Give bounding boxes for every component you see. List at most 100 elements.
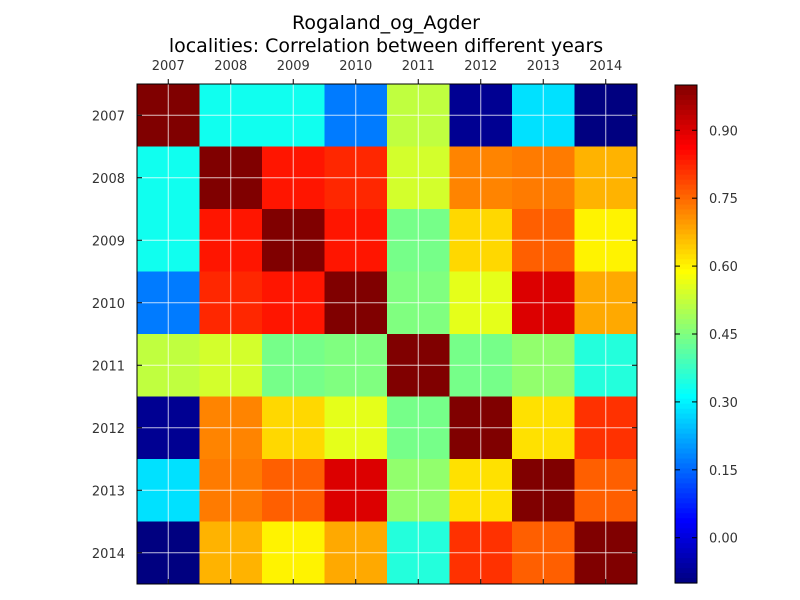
y-tick-label: 2011	[92, 359, 125, 374]
y-tick-label: 2007	[92, 109, 125, 124]
colorbar-segment	[675, 134, 697, 141]
colorbar-segment	[675, 334, 697, 340]
colorbar-segment	[675, 309, 697, 315]
colorbar-segment	[675, 563, 697, 569]
colorbar-segment	[675, 538, 697, 544]
colorbar-segment	[675, 498, 697, 504]
colorbar-tick-label: 0.15	[709, 464, 738, 479]
colorbar-segment	[675, 219, 697, 226]
x-tick-label: 2010	[339, 59, 372, 74]
colorbar-segment	[675, 378, 697, 385]
colorbar-segment	[675, 184, 697, 191]
colorbar-segment	[675, 159, 697, 166]
x-tick-label: 2008	[214, 59, 247, 74]
colorbar-segment	[675, 324, 697, 330]
colorbar-segment	[675, 204, 697, 211]
colorbar-segment	[675, 249, 697, 255]
colorbar-segment	[675, 189, 697, 196]
colorbar-segment	[675, 443, 697, 450]
colorbar-segment	[675, 388, 697, 395]
colorbar-segment	[675, 348, 697, 355]
chart-subtitle: localities: Correlation between differen…	[168, 35, 604, 57]
colorbar-segment	[675, 89, 697, 96]
colorbar-segment	[675, 329, 697, 335]
colorbar-segment	[675, 453, 697, 460]
colorbar-segment	[675, 548, 697, 554]
colorbar-segment	[675, 179, 697, 186]
colorbar-segment	[675, 438, 697, 445]
colorbar-segment	[675, 254, 697, 260]
colorbar-segment	[675, 338, 697, 345]
colorbar-segment	[675, 264, 697, 270]
y-tick-label: 2012	[92, 422, 125, 437]
colorbar-segment	[675, 124, 697, 131]
colorbar-segment	[675, 114, 697, 121]
colorbar-segment	[675, 503, 697, 509]
colorbar-segment	[675, 373, 697, 380]
colorbar-segment	[675, 408, 697, 415]
colorbar-segment	[675, 578, 697, 584]
chart-title: Rogaland_og_Agder	[291, 12, 480, 34]
colorbar-segment	[675, 418, 697, 425]
colorbar-segment	[675, 279, 697, 285]
colorbar-segment	[675, 99, 697, 106]
x-tick-label: 2012	[464, 59, 497, 74]
x-tick-label: 2014	[589, 59, 622, 74]
colorbar-segment	[675, 229, 697, 235]
colorbar-segment	[675, 343, 697, 350]
colorbar-segment	[675, 239, 697, 245]
colorbar-segment	[675, 403, 697, 410]
colorbar-segment	[675, 224, 697, 231]
colorbar-segment	[675, 119, 697, 126]
colorbar-segment	[675, 154, 697, 161]
colorbar-segment	[675, 294, 697, 300]
colorbar-segment	[675, 289, 697, 295]
colorbar-segment	[675, 299, 697, 305]
colorbar-segment	[675, 109, 697, 116]
colorbar-segment	[675, 573, 697, 579]
colorbar-tick-label: 0.45	[709, 328, 738, 343]
colorbar-segment	[675, 513, 697, 519]
colorbar-segment	[675, 458, 697, 465]
colorbar-segment	[675, 164, 697, 171]
colorbar-segment	[675, 478, 697, 484]
colorbar-tick-label: 0.30	[709, 396, 738, 411]
colorbar-tick-label: 0.00	[709, 532, 738, 547]
colorbar-segment	[675, 523, 697, 529]
colorbar-tick-label: 0.60	[709, 260, 738, 275]
colorbar-segment	[675, 398, 697, 405]
colorbar-segment	[675, 553, 697, 559]
colorbar-segment	[675, 473, 697, 480]
colorbar-segment	[675, 463, 697, 470]
x-tick-label: 2011	[402, 59, 435, 74]
colorbar-segment	[675, 214, 697, 221]
colorbar-segment	[675, 428, 697, 435]
colorbar-tick-label: 0.90	[709, 124, 738, 139]
colorbar-segment	[675, 194, 697, 201]
colorbar-segment	[675, 234, 697, 240]
colorbar-segment	[675, 528, 697, 534]
colorbar-segment	[675, 508, 697, 514]
y-tick-label: 2009	[92, 234, 125, 249]
colorbar-segment	[675, 199, 697, 206]
x-tick-label: 2007	[152, 59, 185, 74]
y-tick-label: 2014	[92, 547, 125, 562]
colorbar-segment	[675, 129, 697, 136]
colorbar-segment	[675, 169, 697, 176]
colorbar-segment	[675, 488, 697, 494]
colorbar-segment	[675, 314, 697, 320]
colorbar-segment	[675, 139, 697, 146]
colorbar-segment	[675, 368, 697, 375]
colorbar-segment	[675, 533, 697, 539]
colorbar-segment	[675, 284, 697, 290]
colorbar-segment	[675, 149, 697, 156]
colorbar-segment	[675, 543, 697, 549]
y-tick-label: 2008	[92, 172, 125, 187]
y-tick-label: 2010	[92, 297, 125, 312]
y-tick-label: 2013	[92, 484, 125, 499]
plot-frame	[136, 83, 638, 585]
colorbar-segment	[675, 483, 697, 489]
colorbar-segment	[675, 274, 697, 280]
